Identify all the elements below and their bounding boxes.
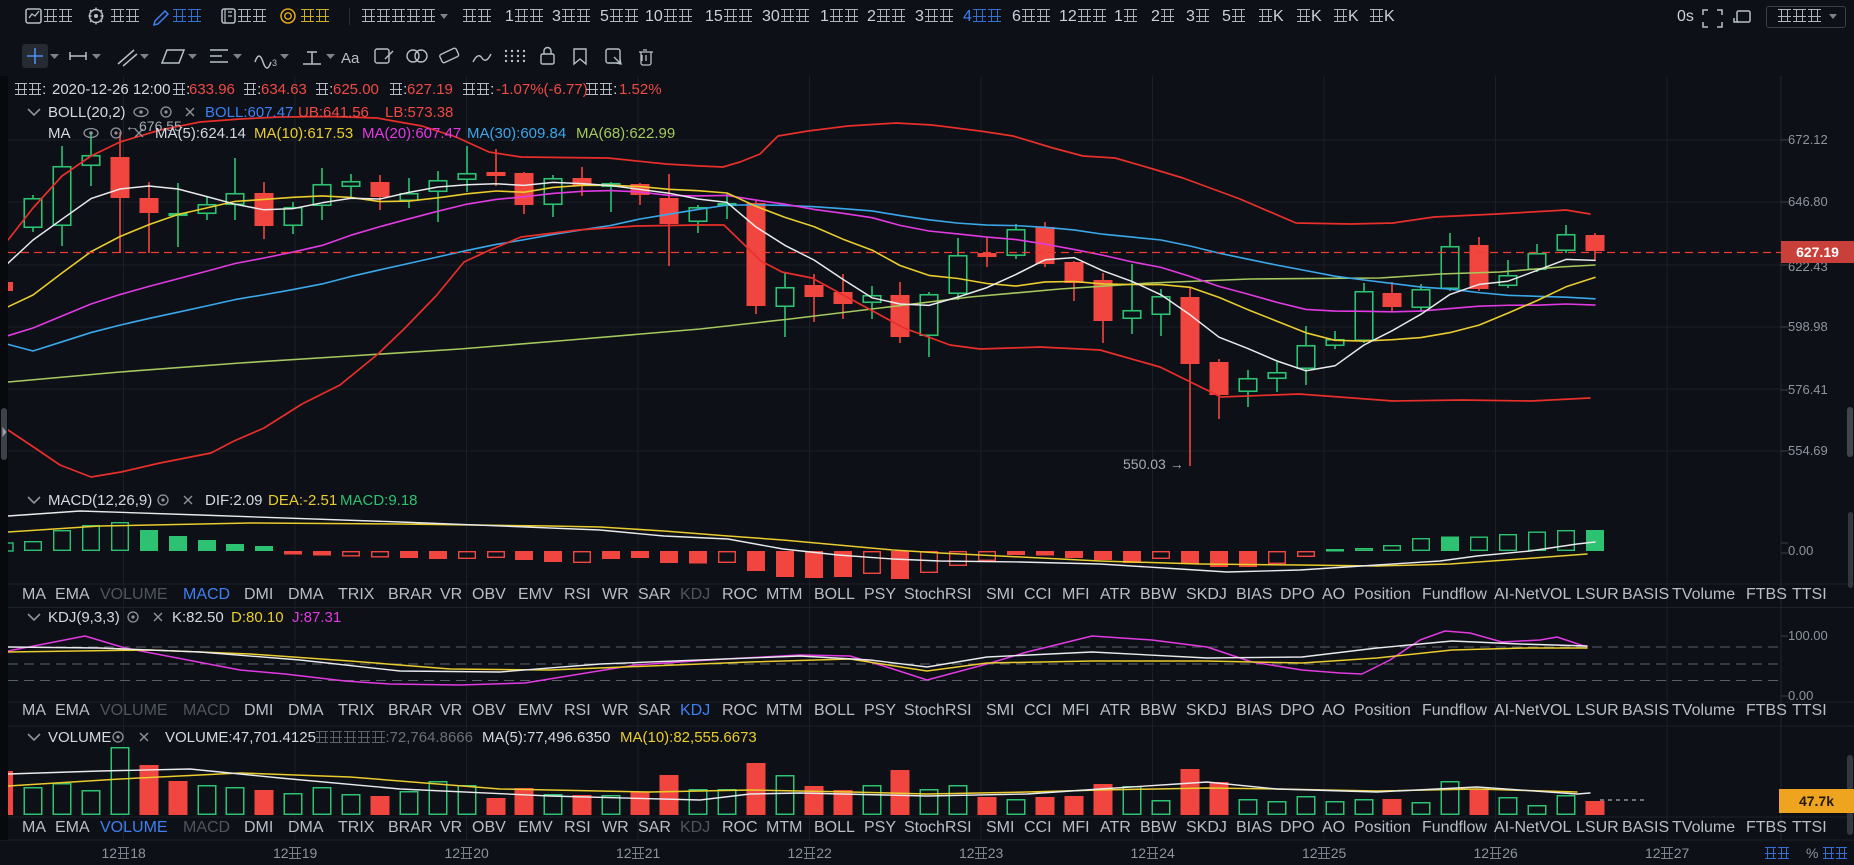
svg-text:3: 3 — [272, 58, 277, 68]
svg-text:Aa: Aa — [341, 50, 360, 67]
